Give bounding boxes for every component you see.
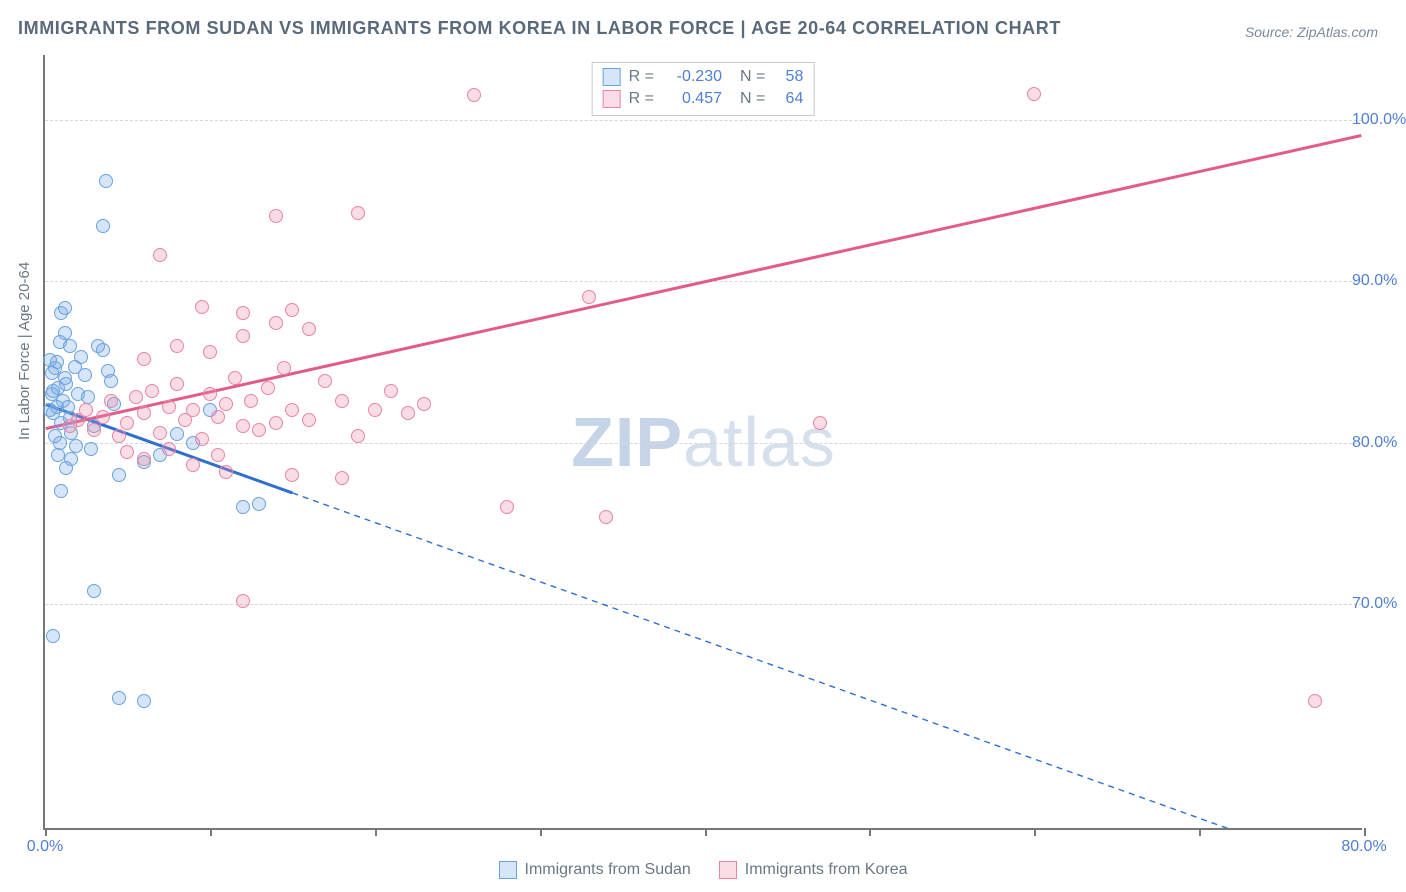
x-tick — [45, 828, 47, 836]
legend-r-label: R = — [629, 88, 654, 110]
x-tick — [705, 828, 707, 836]
y-axis-title: In Labor Force | Age 20-64 — [16, 262, 33, 440]
legend-series: Immigrants from Sudan Immigrants from Kor… — [0, 861, 1406, 884]
x-tick — [210, 828, 212, 836]
x-ticks: 0.0%80.0% — [45, 55, 1362, 828]
legend-series-label: Immigrants from Korea — [745, 861, 908, 879]
x-tick-label: 80.0% — [1341, 838, 1386, 856]
legend-stats-row: R = -0.230 N = 58 — [603, 66, 804, 88]
legend-series-item: Immigrants from Sudan — [499, 861, 691, 879]
x-tick — [1034, 828, 1036, 836]
plot-area: ZIPatlas 70.0%80.0%90.0%100.0% 0.0%80.0% — [43, 55, 1362, 830]
legend-swatch — [603, 68, 621, 86]
legend-stats: R = -0.230 N = 58 R = 0.457 N = 64 — [592, 62, 815, 116]
legend-swatch — [719, 861, 737, 879]
legend-series-item: Immigrants from Korea — [719, 861, 908, 879]
legend-stats-row: R = 0.457 N = 64 — [603, 88, 804, 110]
legend-swatch — [603, 90, 621, 108]
source-label: Source: ZipAtlas.com — [1245, 24, 1378, 40]
legend-series-label: Immigrants from Sudan — [525, 861, 691, 879]
x-tick — [540, 828, 542, 836]
x-tick — [1199, 828, 1201, 836]
chart-title: IMMIGRANTS FROM SUDAN VS IMMIGRANTS FROM… — [18, 18, 1061, 39]
legend-r-label: R = — [629, 66, 654, 88]
legend-n-label: N = — [740, 88, 765, 110]
x-tick — [1364, 828, 1366, 836]
legend-n-value: 58 — [773, 66, 803, 88]
legend-n-value: 64 — [773, 88, 803, 110]
x-tick — [375, 828, 377, 836]
x-tick-label: 0.0% — [27, 838, 63, 856]
legend-r-value: -0.230 — [662, 66, 722, 88]
x-tick — [869, 828, 871, 836]
legend-n-label: N = — [740, 66, 765, 88]
legend-r-value: 0.457 — [662, 88, 722, 110]
legend-swatch — [499, 861, 517, 879]
